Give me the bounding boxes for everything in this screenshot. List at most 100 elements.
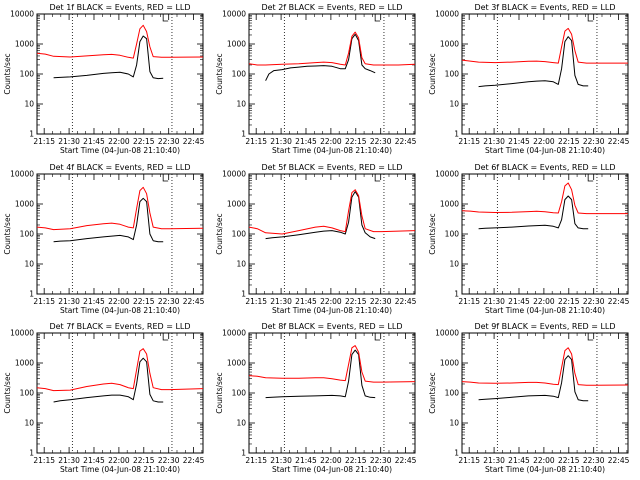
chart-panel: Det 2f BLACK = Events, RED = LLD 1 10 100 10… xyxy=(215,3,417,155)
x-tick-label: 21:45 xyxy=(508,297,530,306)
x-tick-label: 21:15 xyxy=(245,137,267,146)
y-tick-label: 100 xyxy=(232,70,247,79)
y-tick-label: 10 xyxy=(449,260,459,269)
x-tick-label: 22:00 xyxy=(320,456,342,465)
plot-frame xyxy=(248,13,416,135)
events-series-line xyxy=(53,197,164,243)
marker-glyph xyxy=(374,333,381,341)
x-tick-label: 22:30 xyxy=(370,456,392,465)
x-tick-label: 22:45 xyxy=(183,456,205,465)
y-tick-label: 100 xyxy=(20,70,35,79)
y-tick-label: 1000 xyxy=(15,359,34,368)
x-tick-label: 22:30 xyxy=(158,456,180,465)
x-tick-label: 21:30 xyxy=(483,456,505,465)
x-tick-label: 21:30 xyxy=(483,137,505,146)
x-tick-label: 22:45 xyxy=(395,297,417,306)
y-tick-label: 1 xyxy=(29,290,34,299)
y-tick-label: 10000 xyxy=(222,329,246,338)
x-tick-label: 21:45 xyxy=(295,137,317,146)
x-tick-label: 22:30 xyxy=(583,297,605,306)
y-tick-label: 100 xyxy=(445,389,460,398)
events-series-line xyxy=(265,349,376,399)
y-tick-label: 100 xyxy=(232,389,247,398)
lld-series-line xyxy=(461,182,628,215)
chart-panel: Det 1f BLACK = Events, RED = LLD 1 10 100 10… xyxy=(3,3,205,155)
y-tick-label: 10000 xyxy=(435,170,459,179)
chart-title: Det 4f BLACK = Events, RED = LLD xyxy=(49,163,190,172)
x-axis-label: Start Time (04-Jun-08 21:10:40) xyxy=(272,146,392,155)
marker-glyph xyxy=(162,174,169,182)
x-tick-label: 21:15 xyxy=(458,297,480,306)
y-tick-label: 10000 xyxy=(222,170,246,179)
y-axis-label: Counts/sec xyxy=(3,53,12,94)
x-axis-label: Start Time (04-Jun-08 21:10:40) xyxy=(272,465,392,474)
x-tick-label: 22:30 xyxy=(158,297,180,306)
x-tick-label: 22:30 xyxy=(583,137,605,146)
y-tick-label: 10000 xyxy=(435,329,459,338)
x-tick-label: 22:45 xyxy=(395,456,417,465)
x-tick-label: 21:45 xyxy=(83,297,105,306)
lld-series-line xyxy=(248,189,416,235)
x-axis-label: Start Time (04-Jun-08 21:10:40) xyxy=(485,465,605,474)
x-tick-label: 22:15 xyxy=(345,456,367,465)
marker-glyph xyxy=(587,333,594,341)
x-tick-label: 22:15 xyxy=(133,297,155,306)
x-tick-label: 22:45 xyxy=(183,137,205,146)
y-tick-label: 1000 xyxy=(227,40,246,49)
x-tick-label: 22:00 xyxy=(533,297,555,306)
x-axis-label: Start Time (04-Jun-08 21:10:40) xyxy=(60,465,180,474)
x-tick-label: 22:15 xyxy=(558,297,580,306)
plot-frame xyxy=(36,173,204,295)
y-tick-label: 1000 xyxy=(440,40,459,49)
x-tick-label: 21:15 xyxy=(458,137,480,146)
y-tick-label: 1000 xyxy=(15,200,34,209)
y-tick-label: 10000 xyxy=(10,170,34,179)
x-tick-label: 21:45 xyxy=(295,297,317,306)
x-tick-label: 21:30 xyxy=(270,137,292,146)
chart-title: Det 2f BLACK = Events, RED = LLD xyxy=(261,3,402,12)
events-series-line xyxy=(478,355,589,402)
x-axis-label: Start Time (04-Jun-08 21:10:40) xyxy=(485,306,605,315)
y-tick-label: 10000 xyxy=(435,10,459,19)
y-axis-label: Counts/sec xyxy=(3,372,12,413)
y-tick-label: 100 xyxy=(20,230,35,239)
events-series-line xyxy=(478,195,589,230)
x-tick-label: 22:00 xyxy=(108,456,130,465)
x-tick-label: 22:00 xyxy=(533,137,555,146)
x-tick-label: 22:30 xyxy=(370,137,392,146)
x-tick-label: 21:15 xyxy=(458,456,480,465)
marker-glyph xyxy=(162,14,169,22)
x-tick-label: 21:45 xyxy=(508,137,530,146)
x-tick-label: 21:15 xyxy=(245,456,267,465)
y-tick-label: 10000 xyxy=(222,10,246,19)
x-tick-label: 22:45 xyxy=(395,137,417,146)
y-tick-label: 1 xyxy=(241,449,246,458)
marker-glyph xyxy=(162,333,169,341)
x-tick-label: 22:00 xyxy=(320,137,342,146)
plot-frame xyxy=(248,173,416,295)
x-tick-label: 22:15 xyxy=(345,137,367,146)
lld-series-line xyxy=(36,348,204,392)
chart-panel: Det 4f BLACK = Events, RED = LLD 1 10 100 10… xyxy=(3,163,205,315)
y-tick-label: 10000 xyxy=(10,10,34,19)
y-tick-label: 1000 xyxy=(15,40,34,49)
x-tick-label: 21:15 xyxy=(33,137,55,146)
events-series-line xyxy=(478,36,589,88)
x-tick-label: 22:15 xyxy=(133,137,155,146)
y-tick-label: 1 xyxy=(29,449,34,458)
x-tick-label: 21:15 xyxy=(245,297,267,306)
chart-panel: Det 5f BLACK = Events, RED = LLD 1 10 100 10… xyxy=(215,163,417,315)
lld-series-line xyxy=(461,347,629,386)
chart-title: Det 5f BLACK = Events, RED = LLD xyxy=(261,163,402,172)
chart-title: Det 9f BLACK = Events, RED = LLD xyxy=(474,322,615,331)
marker-glyph xyxy=(374,174,381,182)
x-tick-label: 21:45 xyxy=(83,137,105,146)
y-axis-label: Counts/sec xyxy=(3,213,12,254)
y-tick-label: 100 xyxy=(445,70,460,79)
y-axis-label: Counts/sec xyxy=(428,213,437,254)
y-tick-label: 10 xyxy=(24,419,34,428)
marker-glyph xyxy=(587,174,594,182)
x-tick-label: 21:30 xyxy=(270,297,292,306)
chart-title: Det 3f BLACK = Events, RED = LLD xyxy=(474,3,615,12)
